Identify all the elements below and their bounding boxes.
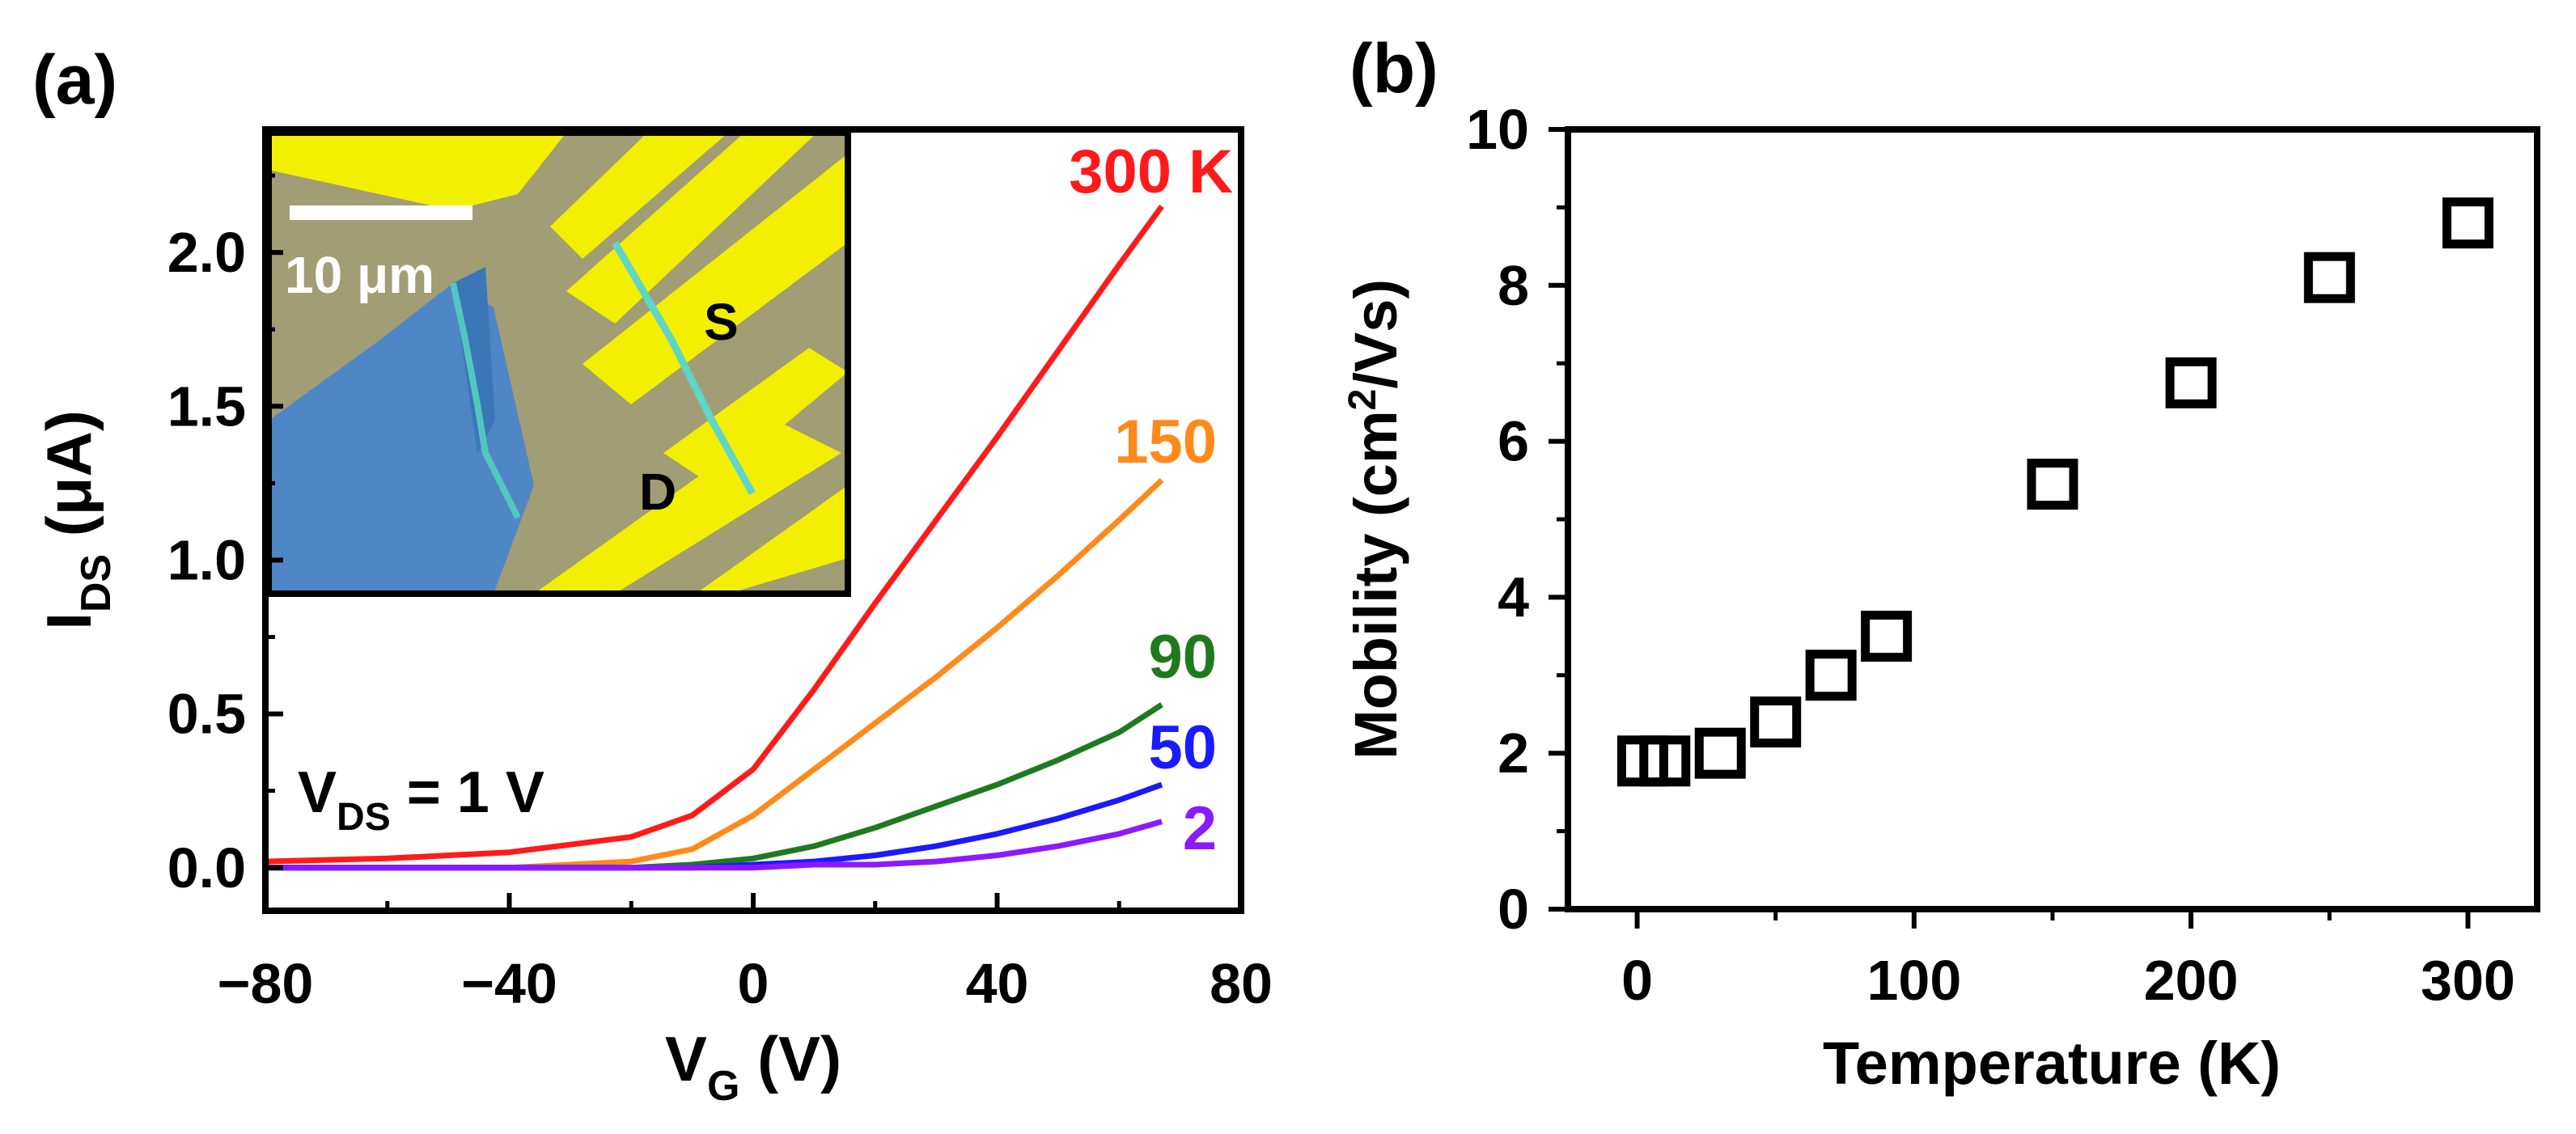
panel-b-label: (b) bbox=[1349, 30, 1438, 108]
series-line-4 bbox=[265, 819, 1163, 871]
panel-b-ticks: 0 100 200 300 0 2 4 6 8 10 bbox=[1466, 98, 2515, 1012]
series-line-0 bbox=[265, 205, 1164, 865]
vds-annotation: VDS = 1 V bbox=[298, 760, 544, 839]
series-label-1: 150 bbox=[1114, 408, 1217, 476]
panel-a-ticks: −80 −40 0 40 80 0.0 0.5 1.0 1.5 2.0 bbox=[167, 173, 1273, 1015]
mobility-point bbox=[1639, 735, 1691, 787]
electrode-fingers bbox=[534, 133, 848, 594]
mobility-point bbox=[2027, 459, 2078, 510]
mobility-point bbox=[1861, 611, 1913, 662]
panel-b-xlabel: Temperature (K) bbox=[1823, 1030, 2281, 1097]
inset-micrograph: 10 μm S D bbox=[265, 129, 851, 597]
a-xtick-label: 40 bbox=[966, 952, 1029, 1015]
a-xtick-label: −40 bbox=[461, 952, 557, 1015]
a-xtick-label: 80 bbox=[1210, 952, 1273, 1015]
b-ytick-label: 10 bbox=[1466, 98, 1529, 161]
b-ytick-label: 4 bbox=[1498, 565, 1529, 628]
series-label-4: 2 bbox=[1183, 794, 1217, 863]
b-xtick-label: 0 bbox=[1621, 949, 1653, 1012]
panel-b-mobility: (b) 0 100 200 300 0 2 4 6 8 10 Temperature (K) Mo… bbox=[1341, 30, 2540, 1097]
a-ytick-label: 1.5 bbox=[167, 374, 246, 438]
mobility-point bbox=[2165, 357, 2217, 408]
a-ytick-label: 0.5 bbox=[167, 683, 246, 746]
drain-label: D bbox=[639, 463, 676, 521]
b-ytick-label: 0 bbox=[1498, 878, 1529, 941]
panel-a-curves bbox=[265, 205, 1164, 871]
scale-bar-label: 10 μm bbox=[285, 246, 434, 304]
panel-a-xlabel: VG (V) bbox=[665, 1023, 841, 1110]
b-ytick-label: 2 bbox=[1498, 721, 1529, 785]
b-xtick-label: 200 bbox=[2144, 949, 2239, 1012]
mobility-point bbox=[1694, 727, 1746, 779]
series-label-3: 50 bbox=[1148, 713, 1217, 782]
scale-bar bbox=[290, 205, 472, 220]
b-ytick-label: 6 bbox=[1498, 410, 1529, 473]
mobility-point bbox=[1750, 696, 1802, 748]
mobility-point bbox=[1805, 650, 1857, 701]
panel-a-label: (a) bbox=[32, 41, 117, 119]
panel-a-iv-curves: (a) 10 μm S D bbox=[32, 41, 1273, 1110]
top-electrode bbox=[269, 133, 566, 210]
a-xtick-label: 0 bbox=[738, 952, 769, 1015]
series-line-1 bbox=[265, 478, 1164, 871]
a-ytick-label: 1.0 bbox=[167, 528, 246, 591]
panel-b-axes-frame bbox=[1565, 126, 2540, 912]
b-xtick-label: 300 bbox=[2421, 949, 2515, 1012]
source-label: S bbox=[704, 293, 739, 351]
panel-a-ylabel: IDS (μA) bbox=[33, 410, 120, 630]
panel-b-ylabel: Mobility (cm2/Vs) bbox=[1341, 279, 1409, 760]
series-label-0: 300 K bbox=[1069, 138, 1233, 206]
mobility-point bbox=[2442, 197, 2493, 249]
a-ytick-label: 2.0 bbox=[167, 221, 246, 284]
b-ytick-label: 8 bbox=[1498, 254, 1529, 317]
panel-a-series-labels: 300 K 150 90 50 2 bbox=[1069, 138, 1233, 863]
a-xtick-label: −80 bbox=[218, 952, 314, 1015]
a-ytick-label: 0.0 bbox=[167, 836, 246, 899]
series-label-2: 90 bbox=[1148, 623, 1217, 692]
mobility-point bbox=[2303, 252, 2355, 303]
b-xtick-label: 100 bbox=[1866, 949, 1961, 1012]
panel-b-points bbox=[1616, 197, 2493, 787]
